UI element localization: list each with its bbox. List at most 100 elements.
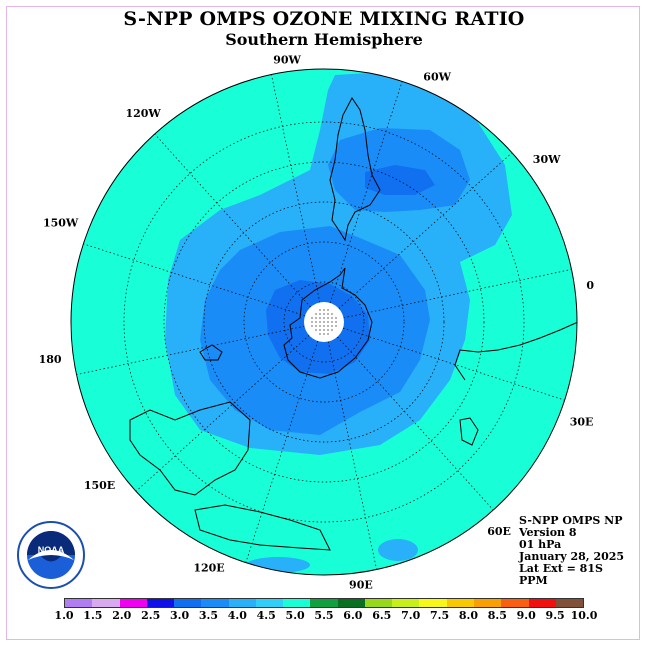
colorbar-segment (92, 599, 120, 607)
pole-dots (311, 309, 337, 335)
ozone-contour-3-0-north (365, 165, 435, 195)
pole-dot (311, 325, 313, 327)
pole-dot (331, 321, 333, 323)
colorbar-tick-label: 10.0 (570, 609, 598, 622)
globe-boundary (70, 68, 578, 576)
colorbar-segment (528, 599, 556, 607)
longitude-label: 120E (193, 562, 224, 575)
pole-dot (327, 325, 329, 327)
pole-dot (327, 309, 329, 311)
colorbar-tick-label: 5.5 (314, 609, 334, 622)
colorbar-segment (228, 599, 256, 607)
pole-dot (323, 309, 325, 311)
coastline-madagascar (459, 417, 479, 446)
info-units: PPM (519, 574, 548, 587)
colorbar-tick-label: 4.0 (227, 609, 247, 622)
pole-dot (331, 317, 333, 319)
pole-dot (335, 321, 337, 323)
colorbar-segment (501, 599, 529, 607)
longitude-label: 90W (273, 54, 301, 67)
longitude-label: 150E (84, 479, 115, 492)
pole-dot (323, 317, 325, 319)
colorbar-segment (146, 599, 175, 607)
colorbar-segment (419, 599, 447, 607)
colorbar-segment (201, 599, 229, 607)
colorbar-tick-label: 8.0 (458, 609, 479, 622)
longitude-label: 30E (570, 415, 594, 428)
coastline-indonesia (194, 504, 331, 551)
colorbar-segment (283, 599, 311, 607)
pole-dot (323, 325, 325, 327)
pole-dot (319, 309, 321, 311)
pole-dot (327, 321, 329, 323)
latitude-circle (283, 281, 365, 363)
colorbar-segment (174, 599, 202, 607)
pole-dot (331, 325, 333, 327)
longitude-label: 0 (586, 279, 594, 292)
latitude-circle (203, 201, 445, 443)
pole-dot (315, 313, 317, 315)
pole-dot (315, 321, 317, 323)
plot-frame (6, 6, 640, 640)
pole-dot (327, 313, 329, 315)
pole-dot (319, 313, 321, 315)
pole-dot (311, 317, 313, 319)
colorbar-segment (446, 599, 474, 607)
pole-dot (319, 317, 321, 319)
colorbar-segment (555, 599, 584, 607)
colorbar-segment (310, 599, 338, 607)
latitude-circle (123, 121, 525, 523)
pole-dot (327, 329, 329, 331)
pole-dot (331, 329, 333, 331)
pole-dot (311, 321, 313, 323)
longitude-labels: 90W 60W 30W 0 30E 60E 90E 120E 150E 180 150W 120W (39, 54, 595, 592)
colorbar-tick-label: 5.0 (285, 609, 305, 622)
colorbar-tick-label: 3.5 (198, 609, 219, 622)
info-satellite: S-NPP OMPS NP (519, 514, 623, 527)
latitude-circle (163, 161, 485, 483)
pole-dot (315, 325, 317, 327)
pole-dot (327, 317, 329, 319)
colorbar-tick-label: 8.5 (487, 609, 507, 622)
colorbar-tick-label: 7.5 (429, 609, 450, 622)
colorbar-tick-label: 2.5 (141, 609, 161, 622)
colorbar-segment (119, 599, 147, 607)
colorbar-tick-label: 6.0 (343, 609, 363, 622)
colorbar-tick-label: 2.0 (112, 609, 132, 622)
longitude-label: 120W (125, 107, 161, 120)
logo-text: NOAA (38, 545, 65, 555)
colorbar-tick-label: 1.0 (54, 609, 74, 622)
longitude-label: 60E (487, 525, 511, 538)
pole-dot (315, 329, 317, 331)
info-version: Version 8 (519, 526, 577, 539)
noaa-logo: NOAA (17, 521, 85, 589)
colorbar-segment (473, 599, 502, 607)
pole-dot (319, 329, 321, 331)
colorbar-tick-label: 6.5 (372, 609, 392, 622)
longitude-label: 60W (423, 70, 451, 83)
pole-dot (319, 321, 321, 323)
colorbar-tick-label: 4.5 (256, 609, 276, 622)
longitude-label: 150W (43, 217, 79, 230)
latitude-circle (243, 241, 405, 403)
info-date: January 28, 2025 (519, 550, 625, 563)
info-lat-extent: Lat Ext = 81S (519, 562, 603, 575)
colorbar-tick-label: 1.5 (83, 609, 103, 622)
coastline-africa (454, 321, 577, 381)
pole-dot (315, 317, 317, 319)
longitude-label: 30W (533, 153, 561, 166)
coastline-australia (129, 401, 251, 496)
pole-dot (319, 325, 321, 327)
map-content (71, 69, 577, 575)
graticule (76, 74, 572, 570)
pole-dot (319, 333, 321, 335)
longitude-label: 90E (349, 578, 373, 591)
pole-dot (331, 313, 333, 315)
info-pressure: 01 hPa (519, 538, 562, 551)
chart-subtitle: Southern Hemisphere (225, 30, 423, 49)
pole-dot (323, 313, 325, 315)
pole-dot (335, 325, 337, 327)
colorbar-tick-label: 9.0 (516, 609, 536, 622)
